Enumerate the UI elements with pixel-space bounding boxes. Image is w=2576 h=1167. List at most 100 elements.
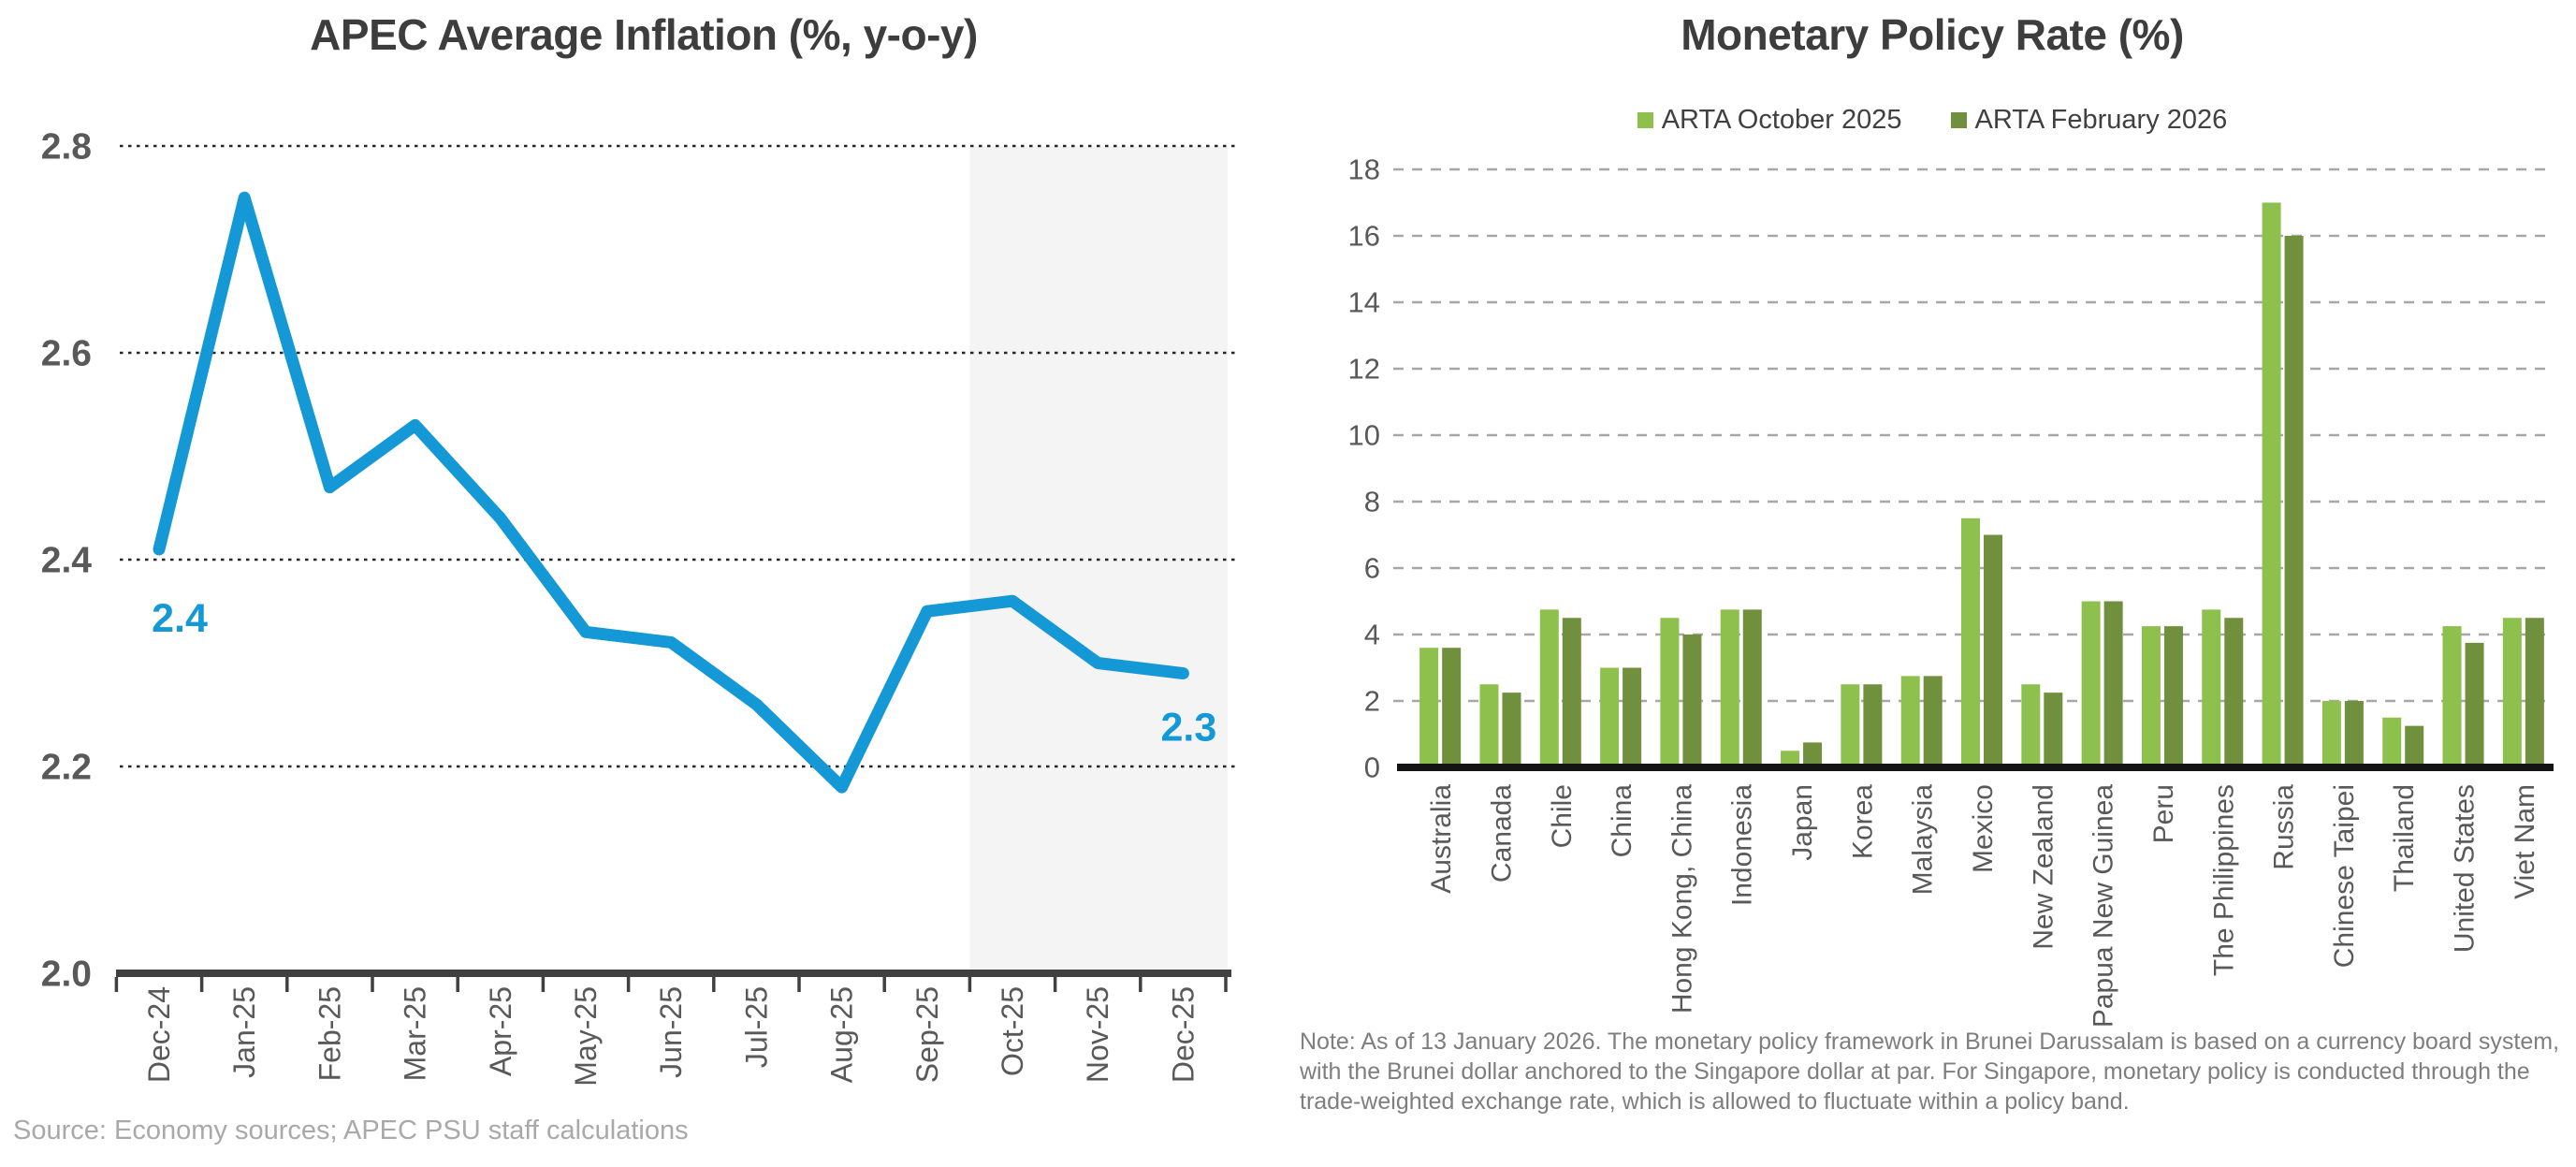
bar-october [1419,648,1439,767]
x-axis-tick-label: Mar-25 [399,986,432,1081]
bar-february [1984,534,2002,767]
bar-october [1720,609,1739,767]
bar-february [2284,236,2304,767]
y-axis-tick-label: 16 [1348,220,1380,253]
bar-february [2344,701,2364,767]
y-axis-tick-label: 4 [1364,619,1380,651]
y-axis-tick-label: 2.0 [41,954,92,994]
x-axis-tick-label: The Philippines [2208,784,2239,976]
bar-october [1900,676,1920,767]
bar-october [2021,684,2041,767]
x-axis-tick-label: Malaysia [1908,784,1939,896]
bar-october [2382,717,2402,767]
bar-october [1961,518,1980,767]
inflation-line-series [153,191,1189,794]
x-axis-tick-label: Nov-25 [1081,986,1114,1083]
x-axis-tick-label: May-25 [569,986,603,1087]
bar-october [2321,701,2341,767]
x-axis-tick-label: Dec-25 [1166,986,1200,1083]
x-axis-tick-label: China [1607,784,1637,858]
policy-rate-chart-title: Monetary Policy Rate (%) [1681,10,2184,59]
bar-october [1479,684,1499,767]
bar-february [2405,725,2424,767]
x-axis-tick-label: Chinese Taipei [2329,784,2360,968]
x-axis-tick-label: Mexico [1968,784,1999,873]
y-axis-tick-label: 2.8 [41,126,92,167]
source-note: Source: Economy sources; APEC PSU staff … [13,1116,689,1145]
x-axis-tick-label: Australia [1426,784,1457,894]
x-axis-tick-label: Oct-25 [996,986,1029,1076]
x-axis-tick-label: Sep-25 [910,986,944,1083]
x-axis-tick-label: Japan [1787,784,1818,861]
bar-october [1781,751,1800,767]
x-axis-tick-label: Viet Nam [2510,784,2540,899]
x-axis-tick-label: United States [2450,784,2481,953]
bar-february [1562,618,1581,767]
bar-february [2465,642,2484,767]
bar-october [1660,618,1680,767]
y-axis-tick-label: 0 [1364,751,1380,784]
x-axis-tick-label: Chile [1547,784,1578,848]
x-axis-tick-label: Aug-25 [825,986,859,1083]
x-axis-tick-label: Russia [2269,784,2300,870]
bar-february [2163,626,2183,767]
bar-february [2044,693,2063,767]
legend-swatch-february-icon [1950,112,1967,128]
bar-february [1502,693,1521,767]
bar-october [1841,684,1860,767]
x-axis-tick-label: Korea [1847,784,1878,859]
inflation-chart-title: APEC Average Inflation (%, y-o-y) [310,10,978,59]
x-axis-tick-label: Canada [1486,784,1517,883]
bar-february [2525,618,2544,767]
bar-february [1863,684,1883,767]
bar-february [1923,676,1943,767]
x-axis-tick-label: Jul-25 [739,986,773,1068]
legend-swatch-october-icon [1637,112,1653,128]
legend-item-arta-october-2025: ARTA October 2025 [1637,105,1902,136]
y-axis-tick-label: 14 [1348,286,1380,319]
bar-february [1803,742,1823,767]
x-axis-tick-label: Papua New Guinea [2088,784,2119,1028]
bar-october [2202,609,2221,767]
x-axis-tick-label: Indonesia [1727,784,1758,906]
bar-february [1623,667,1642,767]
y-axis-tick-label: 2 [1364,685,1380,718]
bar-october [2262,202,2281,767]
x-axis-tick-label: Hong Kong, China [1666,784,1697,1014]
x-axis-tick-label: Thailand [2389,784,2420,892]
y-axis-tick-label: 18 [1348,153,1380,186]
bar-february [1742,609,1762,767]
bar-october [2502,618,2522,767]
bar-february [1442,648,1462,767]
x-axis-tick-label: Apr-25 [484,986,517,1076]
bar-february [2224,618,2244,767]
bar-october [2141,626,2161,767]
bar-february [2103,601,2123,767]
x-axis-tick-label: Jun-25 [654,986,688,1078]
x-axis-tick-label: Dec-24 [142,986,176,1083]
bar-october [1539,609,1559,767]
y-axis-tick-label: 2.6 [41,333,92,373]
y-axis-tick-label: 6 [1364,552,1380,585]
y-axis-tick-label: 2.2 [41,747,92,787]
y-axis-tick-label: 10 [1348,419,1380,452]
bar-october [2442,626,2462,767]
x-axis-tick-label: Jan-25 [227,986,261,1078]
y-axis-tick-label: 12 [1348,353,1380,386]
y-axis-tick-label: 8 [1364,486,1380,518]
x-axis-tick-label: New Zealand [2028,784,2059,950]
policy-rate-bar-chart: 18 16 14 12 10 8 6 4 2 0 Australia Canada Chile China… [1348,153,2554,1028]
x-axis-tick-label: Feb-25 [313,986,346,1081]
y-axis-tick-label: 2.4 [41,540,93,580]
legend: ARTA October 2025 ARTA February 2026 [1288,105,2576,136]
policy-rate-chart-panel: Monetary Policy Rate (%) ARTA October 20… [1288,0,2576,1167]
first-point-data-label: 2.4 [152,596,208,641]
bar-october [2081,601,2101,767]
inflation-chart-panel: APEC Average Inflation (%, y-o-y) 2.8 2.6… [13,10,1235,1145]
last-point-data-label: 2.3 [1161,706,1217,751]
inflation-line-chart: 2.8 2.6 2.4 2.2 2.0 Dec-24 Jan-25 Feb-25 Mar-25 A… [41,126,1235,1087]
bar-february [1682,635,1702,767]
chart-footnote: Note: As of 13 January 2026. The monetar… [1300,1028,2560,1115]
legend-label-february: ARTA February 2026 [1974,105,2228,135]
legend-label-october: ARTA October 2025 [1661,105,1902,135]
